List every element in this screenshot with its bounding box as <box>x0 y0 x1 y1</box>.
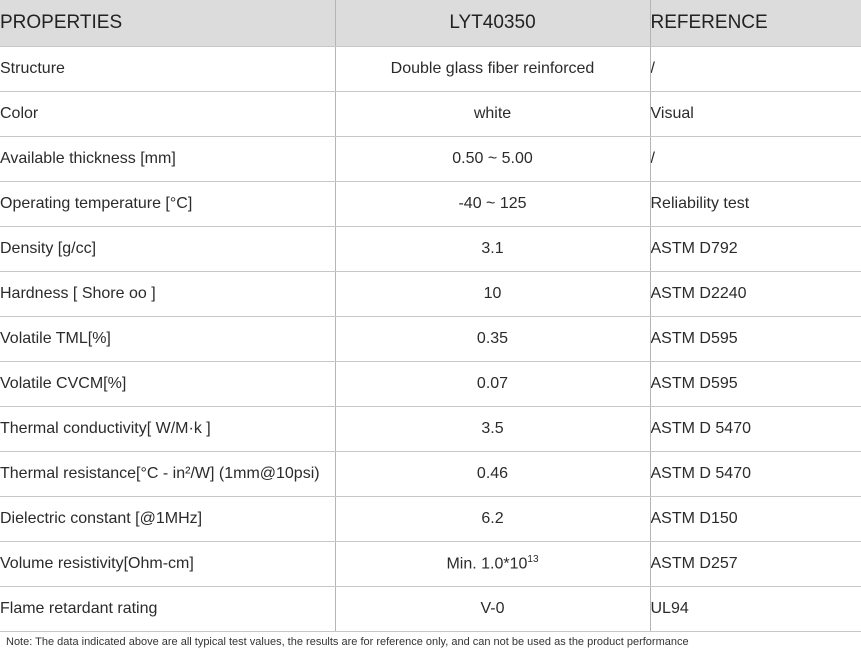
reference-cell: Visual <box>649 91 861 137</box>
property-cell: Structure <box>0 46 335 92</box>
reference-cell: ASTM D257 <box>649 541 861 587</box>
value-cell: Min. 1.0*1013 <box>334 541 650 587</box>
property-cell: Volatile CVCM[%] <box>0 361 335 407</box>
reference-cell: Reliability test <box>649 181 861 227</box>
table-row: Thermal resistance[°C - in²/W] (1mm@10ps… <box>0 451 861 497</box>
value-exponent: 13 <box>527 553 539 565</box>
table-row: Volatile CVCM[%] 0.07 ASTM D595 <box>0 361 861 407</box>
value-cell: -40 ~ 125 <box>334 181 650 227</box>
property-cell: Dielectric constant [@1MHz] <box>0 496 335 542</box>
value-cell: 3.5 <box>334 406 650 452</box>
property-cell: Density [g/cc] <box>0 226 335 272</box>
reference-cell: ASTM D150 <box>649 496 861 542</box>
value-cell: 6.2 <box>334 496 650 542</box>
property-cell: Volatile TML[%] <box>0 316 335 362</box>
table-row: Operating temperature [°C] -40 ~ 125 Rel… <box>0 181 861 227</box>
property-cell: Color <box>0 91 335 137</box>
table-header-row: PROPERTIES LYT40350 REFERENCE <box>0 0 861 47</box>
header-properties: PROPERTIES <box>0 0 335 47</box>
table-row: Thermal conductivity[ W/M·k ] 3.5 ASTM D… <box>0 406 861 452</box>
value-cell: 0.35 <box>334 316 650 362</box>
table-row: Color white Visual <box>0 91 861 137</box>
value-text: Min. 1.0*10 <box>446 555 528 573</box>
table-row: Available thickness [mm] 0.50 ~ 5.00 / <box>0 136 861 182</box>
value-cell: white <box>334 91 650 137</box>
footnote: Note: The data indicated above are all t… <box>6 636 689 648</box>
table-row: Flame retardant rating V-0 UL94 <box>0 586 861 632</box>
property-cell: Flame retardant rating <box>0 586 335 632</box>
table-row: Structure Double glass fiber reinforced … <box>0 46 861 92</box>
table-row: Volatile TML[%] 0.35 ASTM D595 <box>0 316 861 362</box>
header-reference: REFERENCE <box>649 0 861 47</box>
reference-cell: ASTM D595 <box>649 316 861 362</box>
value-cell: 0.07 <box>334 361 650 407</box>
table-row: Volume resistivity[Ohm-cm] Min. 1.0*1013… <box>0 541 861 587</box>
reference-cell: UL94 <box>649 586 861 632</box>
value-cell: Double glass fiber reinforced <box>334 46 650 92</box>
value-cell: 3.1 <box>334 226 650 272</box>
reference-cell: ASTM D595 <box>649 361 861 407</box>
table-row: Dielectric constant [@1MHz] 6.2 ASTM D15… <box>0 496 861 542</box>
property-cell: Operating temperature [°C] <box>0 181 335 227</box>
property-cell: Volume resistivity[Ohm-cm] <box>0 541 335 587</box>
property-cell: Available thickness [mm] <box>0 136 335 182</box>
reference-cell: ASTM D2240 <box>649 271 861 317</box>
reference-cell: ASTM D 5470 <box>649 406 861 452</box>
table-row: Hardness [ Shore oo ] 10 ASTM D2240 <box>0 271 861 317</box>
value-cell: 0.46 <box>334 451 650 497</box>
value-cell: V-0 <box>334 586 650 632</box>
property-cell: Thermal resistance[°C - in²/W] (1mm@10ps… <box>0 451 335 497</box>
reference-cell: / <box>649 46 861 92</box>
value-cell: 10 <box>334 271 650 317</box>
property-cell: Hardness [ Shore oo ] <box>0 271 335 317</box>
properties-table: PROPERTIES LYT40350 REFERENCE Structure … <box>0 0 861 632</box>
table-row: Density [g/cc] 3.1 ASTM D792 <box>0 226 861 272</box>
header-product: LYT40350 <box>334 0 650 47</box>
value-cell: 0.50 ~ 5.00 <box>334 136 650 182</box>
reference-cell: / <box>649 136 861 182</box>
reference-cell: ASTM D792 <box>649 226 861 272</box>
property-cell: Thermal conductivity[ W/M·k ] <box>0 406 335 452</box>
reference-cell: ASTM D 5470 <box>649 451 861 497</box>
